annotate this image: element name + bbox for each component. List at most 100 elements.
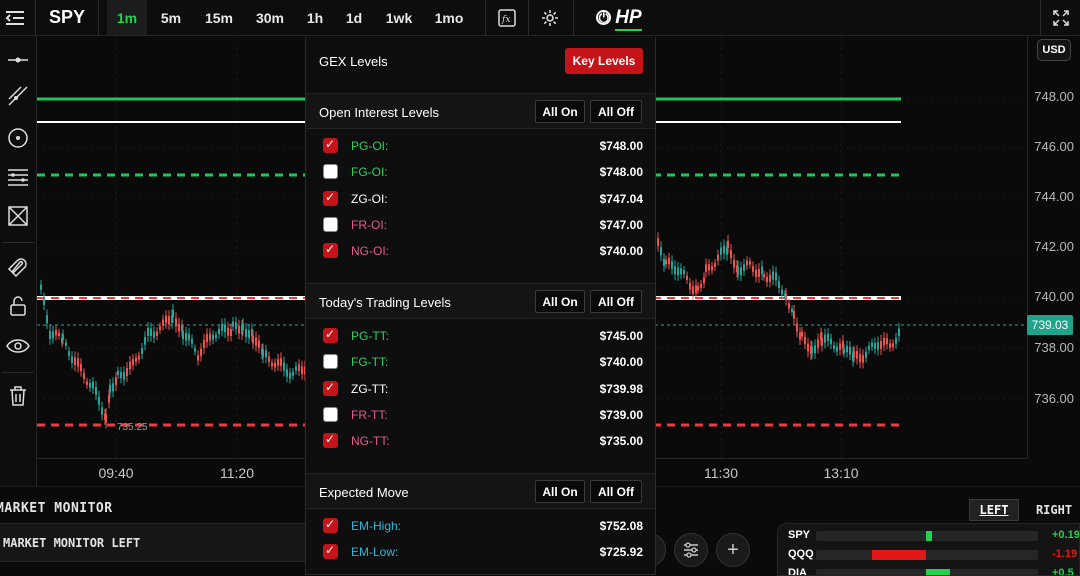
candle-body [859,354,861,363]
timeframe-30m[interactable]: 30m [255,9,285,26]
level-row[interactable]: PG-OI: $748.00 [306,133,655,159]
timeframe-1d[interactable]: 1d [345,9,363,26]
level-value: $747.00 [599,217,643,232]
level-row[interactable]: EM-High: $752.08 [306,513,655,539]
tab-left[interactable]: LEFT [969,499,1019,521]
level-row[interactable]: ZG-OI: $747.04 [306,186,655,212]
level-row[interactable]: NG-TT: $735.00 [306,428,655,454]
all-off-button[interactable]: All Off [590,480,642,503]
level-row[interactable]: FR-TT: $739.00 [306,402,655,428]
level-row[interactable]: ZG-TT: $739.98 [306,376,655,402]
monitor-row-spy[interactable]: SPY +0.19 [788,529,1080,541]
lock-icon[interactable] [0,288,36,324]
all-off-button[interactable]: All Off [590,290,642,313]
candle-body [209,333,211,341]
candle-body [156,331,158,336]
key-levels-button[interactable]: Key Levels [565,48,643,74]
candle-body [796,323,798,332]
level-checkbox[interactable] [323,543,338,560]
fib-levels-tool-icon[interactable] [0,160,36,196]
horizontal-line-tool-icon[interactable] [0,42,36,78]
level-row[interactable]: PG-TT: $745.00 [306,323,655,349]
indicators-icon[interactable]: fx [492,0,522,35]
candle-body [804,337,806,344]
level-row[interactable]: EM-Low: $725.92 [306,539,655,565]
candle-body [80,363,82,372]
drawing-toolbar [0,36,37,486]
level-checkbox[interactable] [323,406,338,422]
timeframe-1m[interactable]: 1m [107,0,147,35]
candle-body [868,345,870,350]
candle-body [799,332,801,340]
candle-body [65,342,67,346]
candle-body [191,338,193,344]
monitor-row-qqq[interactable]: QQQ -1.19 [788,548,1078,560]
price-axis[interactable]: 748.00 746.00 744.00 742.00 740.00 738.0… [1027,36,1080,458]
candle-body [683,270,685,275]
level-checkbox[interactable] [323,327,338,343]
currency-badge[interactable]: USD [1037,39,1071,61]
candle-body [830,338,832,345]
candle-body [711,265,713,271]
candle-body [743,264,745,271]
candle-body [686,275,688,280]
level-checkbox[interactable] [323,190,338,206]
tab-right[interactable]: RIGHT [1035,503,1073,517]
level-row[interactable]: FG-OI: $748.00 [306,159,655,185]
market-monitor-title: MARKET MONITOR [0,501,113,516]
fullscreen-icon[interactable] [1044,0,1078,35]
candle-body [781,289,783,295]
filter-settings-icon[interactable] [674,533,708,567]
candle-body [740,267,742,276]
candle-body [280,358,282,366]
candle-body [141,348,143,355]
ticker-symbol[interactable]: SPY [48,7,86,27]
magnet-icon[interactable] [0,248,36,284]
level-checkbox[interactable] [323,380,338,396]
level-row[interactable]: FG-TT: $740.00 [306,349,655,375]
candle-body [101,407,103,415]
all-on-button[interactable]: All On [535,290,585,313]
level-row[interactable]: NG-OI: $740.00 [306,238,655,264]
level-checkbox[interactable] [323,216,338,232]
candle-body [874,342,876,350]
candle-body [865,351,867,358]
all-off-button[interactable]: All Off [590,100,642,123]
timeframe-1wk[interactable]: 1wk [385,9,413,26]
timeframe-1h[interactable]: 1h [306,9,324,26]
candle-body [674,266,676,275]
candle-body [68,351,70,357]
candle-body [238,325,240,334]
eye-icon[interactable] [0,328,36,364]
all-on-button[interactable]: All On [535,480,585,503]
candle-body [839,343,841,351]
gear-icon[interactable] [536,0,564,35]
level-checkbox[interactable] [323,137,338,153]
trash-icon[interactable] [0,378,36,414]
all-on-button[interactable]: All On [535,100,585,123]
circle-tool-icon[interactable] [0,120,36,156]
monitor-row-dia[interactable]: DIA +0.5 [778,565,1079,575]
timeframe-15m[interactable]: 15m [204,9,234,26]
candle-body [657,238,659,246]
timeframe-1mo[interactable]: 1mo [434,9,464,26]
pattern-tool-icon[interactable] [0,198,36,234]
menu-collapse-icon[interactable] [0,0,30,35]
add-icon[interactable]: + [716,533,750,567]
timeframe-5m[interactable]: 5m [160,9,182,26]
candle-body [827,333,829,342]
level-name: FG-OI: [351,165,388,180]
candle-body [129,361,131,370]
trendline-tool-icon[interactable] [0,78,36,114]
candle-body [668,257,670,265]
candle-body [277,359,279,366]
candle-body [215,334,217,339]
level-checkbox[interactable] [323,164,338,180]
level-name: PG-OI: [351,139,389,153]
candle-body [660,247,662,256]
level-checkbox[interactable] [323,517,338,533]
level-checkbox[interactable] [323,432,338,449]
level-row[interactable]: FR-OI: $747.00 [306,212,655,238]
level-checkbox[interactable] [323,242,338,259]
level-checkbox[interactable] [323,354,338,370]
